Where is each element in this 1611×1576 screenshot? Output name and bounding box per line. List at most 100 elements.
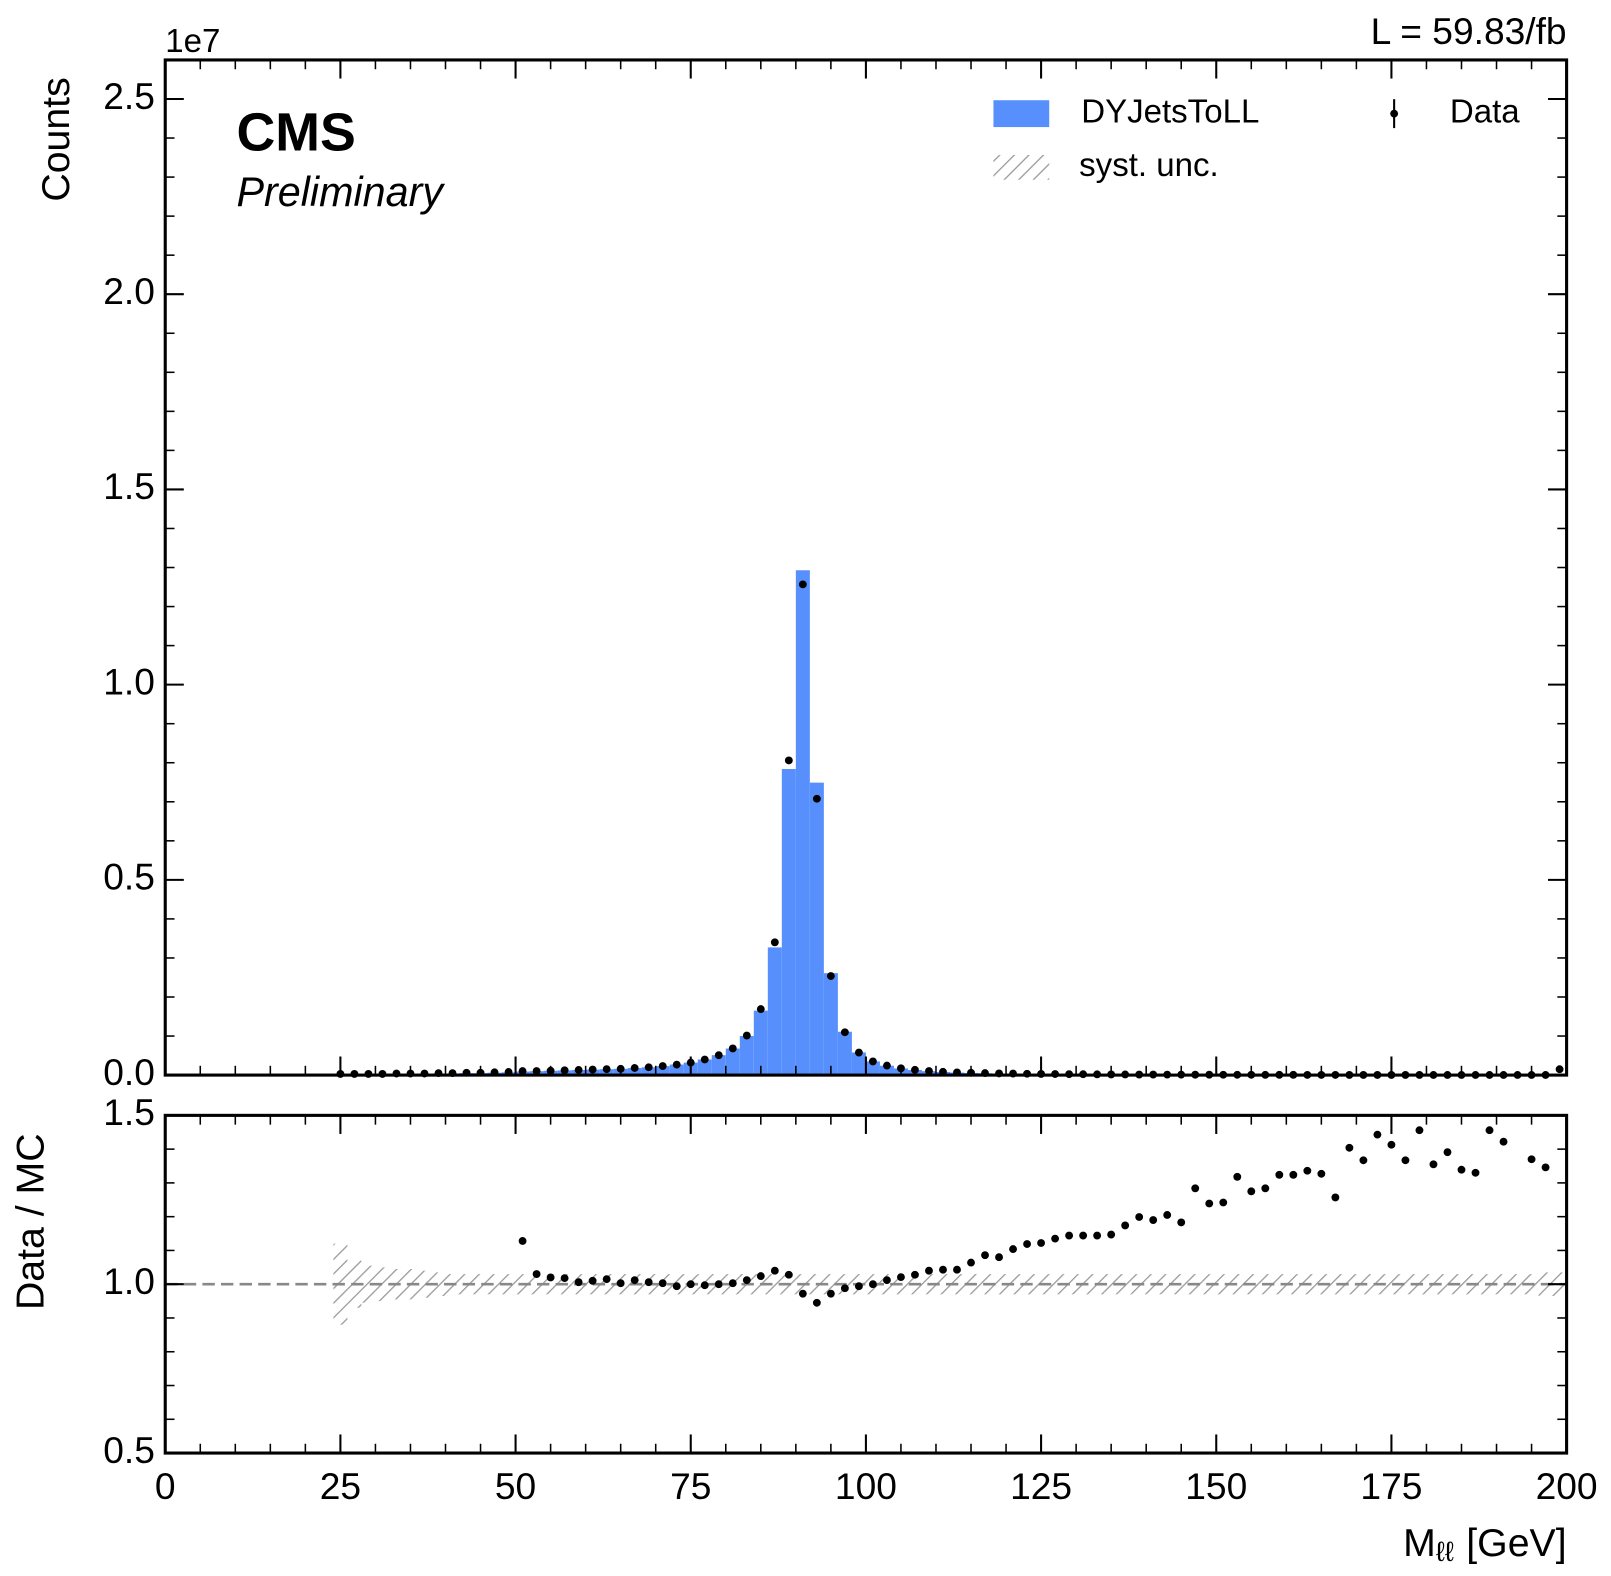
syst-band bbox=[529, 1274, 544, 1295]
histogram-bar bbox=[669, 1064, 684, 1076]
x-tick-label: 125 bbox=[1010, 1465, 1072, 1507]
x-tick-label: 75 bbox=[670, 1465, 711, 1507]
histogram-bar bbox=[753, 1010, 768, 1076]
y-axis-label: Counts bbox=[34, 77, 78, 201]
ratio-point bbox=[911, 1270, 919, 1279]
x-tick-label: 150 bbox=[1185, 1465, 1247, 1507]
ratio-point bbox=[1149, 1216, 1158, 1224]
ratio-point bbox=[883, 1276, 891, 1285]
data-point bbox=[826, 972, 835, 980]
syst-band bbox=[1216, 1274, 1231, 1295]
legend-label: syst. unc. bbox=[1079, 147, 1219, 184]
legend-marker bbox=[1390, 109, 1399, 118]
ratio-point bbox=[1387, 1140, 1396, 1149]
ratio-point bbox=[714, 1280, 723, 1289]
syst-band bbox=[935, 1274, 950, 1295]
ratio-point bbox=[518, 1237, 527, 1245]
ratio-point bbox=[897, 1273, 905, 1282]
ratio-point bbox=[700, 1281, 709, 1290]
data-point bbox=[602, 1065, 611, 1074]
data-point bbox=[840, 1028, 849, 1037]
ratio-point bbox=[1023, 1240, 1031, 1248]
ratio-point bbox=[532, 1270, 541, 1279]
syst-band bbox=[487, 1274, 502, 1295]
ratio-point bbox=[798, 1289, 807, 1298]
data-point bbox=[532, 1067, 541, 1075]
ratio-point bbox=[1051, 1234, 1060, 1243]
ratio-point bbox=[644, 1278, 653, 1287]
legend-label: DYJetsToLL bbox=[1081, 93, 1259, 130]
y-tick-label: 0.5 bbox=[103, 856, 155, 898]
experiment-label: CMS bbox=[236, 103, 355, 163]
data-point bbox=[911, 1065, 919, 1074]
ratio-point bbox=[602, 1275, 611, 1284]
syst-band bbox=[1496, 1274, 1511, 1295]
histogram-bar bbox=[795, 570, 810, 1076]
ratio-point bbox=[1009, 1245, 1017, 1254]
syst-band bbox=[992, 1274, 1007, 1295]
syst-band bbox=[767, 1274, 782, 1295]
ratio-point bbox=[1135, 1213, 1144, 1221]
legend-swatch bbox=[993, 100, 1050, 128]
syst-band bbox=[431, 1272, 446, 1297]
ratio-point bbox=[742, 1276, 751, 1285]
x-axis-subscript: ℓℓ bbox=[1436, 1537, 1454, 1568]
data-point bbox=[925, 1067, 933, 1075]
histogram-bar bbox=[739, 1036, 754, 1076]
ratio-point bbox=[1401, 1156, 1410, 1165]
ratio-point bbox=[868, 1280, 877, 1289]
ratio-point bbox=[1527, 1155, 1536, 1164]
ratio-point bbox=[1373, 1130, 1382, 1139]
ratio-point bbox=[1261, 1184, 1270, 1193]
ratio-point bbox=[560, 1274, 569, 1283]
histogram-bar bbox=[655, 1066, 670, 1076]
legend-swatch bbox=[993, 154, 1050, 180]
y-tick-label: 0.0 bbox=[103, 1051, 155, 1093]
data-point bbox=[658, 1062, 667, 1070]
ratio-point bbox=[1499, 1137, 1508, 1146]
ratio-point bbox=[1121, 1221, 1130, 1230]
ratio-point bbox=[770, 1266, 779, 1275]
x-tick-label: 50 bbox=[495, 1465, 536, 1507]
ratio-point bbox=[925, 1266, 933, 1275]
syst-band bbox=[1104, 1274, 1119, 1295]
data-point bbox=[784, 756, 793, 765]
data-point bbox=[883, 1061, 891, 1070]
offset-label: 1e7 bbox=[165, 23, 220, 60]
ratio-point bbox=[1443, 1148, 1452, 1157]
syst-band bbox=[473, 1274, 488, 1295]
syst-band bbox=[361, 1265, 376, 1303]
y-tick-label: 1.0 bbox=[103, 660, 155, 702]
ratio-point bbox=[812, 1298, 821, 1307]
syst-band bbox=[1048, 1274, 1063, 1295]
ratio-point bbox=[995, 1253, 1003, 1262]
data-point bbox=[518, 1067, 527, 1076]
data-point bbox=[630, 1064, 639, 1072]
ratio-point bbox=[967, 1258, 975, 1267]
y-tick-label: 2.5 bbox=[103, 75, 155, 117]
syst-band bbox=[1286, 1274, 1301, 1295]
y-tick-label: 0.5 bbox=[103, 1429, 155, 1471]
histogram-bar bbox=[781, 768, 796, 1076]
data-point bbox=[728, 1044, 737, 1053]
ratio-point bbox=[1275, 1170, 1284, 1179]
y-tick-label: 1.5 bbox=[103, 1091, 155, 1133]
data-point bbox=[742, 1031, 751, 1040]
ratio-point bbox=[1331, 1193, 1340, 1202]
data-point bbox=[574, 1066, 583, 1074]
legend-label: Data bbox=[1450, 93, 1520, 130]
syst-band bbox=[1510, 1274, 1525, 1295]
plot-frame bbox=[163, 1113, 1569, 1455]
histogram-bar bbox=[767, 947, 782, 1076]
histogram-bar bbox=[823, 973, 838, 1076]
ratio-point bbox=[658, 1279, 667, 1288]
ratio-point bbox=[1247, 1187, 1256, 1196]
syst-band bbox=[1272, 1274, 1287, 1295]
ratio-point bbox=[1177, 1218, 1186, 1227]
ratio-point bbox=[1233, 1172, 1242, 1181]
histogram-bar bbox=[697, 1059, 712, 1076]
ratio-point bbox=[672, 1282, 681, 1291]
syst-band bbox=[417, 1270, 432, 1298]
syst-band bbox=[1342, 1274, 1357, 1295]
ratio-y-axis-label: Data / MC bbox=[8, 1133, 52, 1310]
